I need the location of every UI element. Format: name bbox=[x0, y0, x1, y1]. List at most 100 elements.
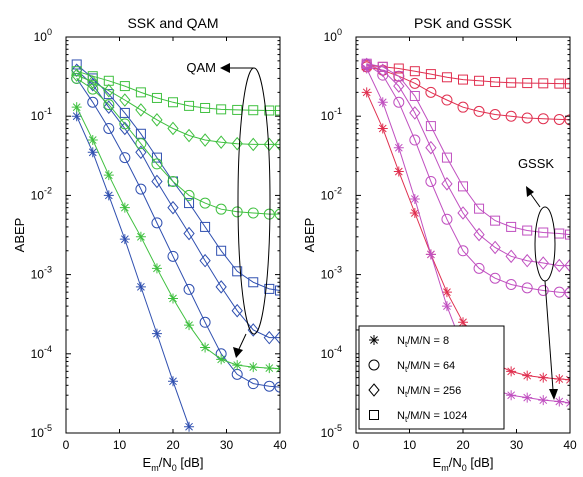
data-point-circle bbox=[71, 72, 83, 84]
data-point-diamond bbox=[119, 121, 131, 136]
series-line bbox=[76, 64, 280, 291]
data-point-diamond bbox=[119, 93, 131, 107]
data-point-circle bbox=[473, 105, 485, 117]
data-point-square bbox=[200, 102, 211, 113]
data-point-circle bbox=[441, 213, 453, 225]
data-point-square bbox=[393, 71, 404, 82]
data-point-star bbox=[135, 281, 146, 292]
data-point-square bbox=[425, 69, 436, 80]
series-line bbox=[366, 64, 570, 85]
x-tick-label: 40 bbox=[273, 438, 287, 452]
data-point-circle bbox=[425, 86, 437, 98]
x-tick-label: 10 bbox=[113, 438, 127, 452]
data-point-square bbox=[458, 181, 468, 192]
data-point-square bbox=[103, 75, 114, 86]
data-point-circle bbox=[103, 99, 115, 111]
series-line bbox=[366, 66, 570, 121]
data-point-square bbox=[119, 81, 130, 92]
legend-marker-star bbox=[369, 335, 379, 345]
data-point-star bbox=[87, 135, 98, 146]
series-line bbox=[76, 77, 280, 215]
data-point-square bbox=[275, 105, 280, 116]
data-point-star bbox=[184, 421, 195, 432]
data-point-square bbox=[409, 90, 420, 101]
data-point-star bbox=[409, 207, 420, 218]
annotation-arrowhead bbox=[549, 389, 558, 400]
data-point-square bbox=[458, 74, 468, 85]
data-point-square bbox=[425, 121, 436, 132]
data-point-diamond bbox=[473, 227, 485, 242]
annotation-arrowhead bbox=[526, 186, 534, 197]
data-point-circle bbox=[537, 284, 549, 296]
data-point-square bbox=[522, 78, 533, 89]
y-tick-label: 10-2 bbox=[321, 185, 342, 202]
data-point-star bbox=[522, 370, 533, 381]
y-tick-label: 100 bbox=[324, 27, 342, 44]
data-point-diamond bbox=[425, 140, 437, 155]
y-tick-label: 10-2 bbox=[31, 185, 52, 202]
x-tick-label: 40 bbox=[563, 438, 577, 452]
data-point-diamond bbox=[489, 240, 501, 255]
data-point-star bbox=[522, 392, 533, 403]
data-point-square bbox=[184, 198, 195, 209]
data-point-star bbox=[425, 249, 436, 260]
data-point-circle bbox=[231, 206, 243, 218]
legend-label: Nt/M/N = 256 bbox=[397, 385, 461, 399]
data-point-star bbox=[71, 111, 82, 122]
data-point-circle bbox=[521, 112, 533, 124]
data-point-square bbox=[441, 152, 452, 163]
legend-marker-diamond bbox=[368, 383, 380, 397]
data-point-square bbox=[232, 266, 243, 277]
data-point-square bbox=[275, 285, 280, 296]
y-tick-label: 10-4 bbox=[31, 344, 52, 361]
data-point-star bbox=[506, 366, 517, 377]
annotation-ellipse bbox=[534, 206, 556, 282]
data-point-star bbox=[200, 342, 211, 353]
data-point-circle bbox=[505, 278, 517, 290]
data-point-diamond bbox=[231, 136, 243, 151]
legend-box bbox=[358, 325, 505, 430]
data-point-star bbox=[151, 263, 162, 274]
data-point-diamond bbox=[87, 75, 99, 89]
y-tick-label: 10-5 bbox=[321, 423, 342, 440]
data-point-star bbox=[103, 190, 114, 201]
data-point-circle bbox=[135, 183, 147, 195]
data-point-diamond bbox=[361, 57, 373, 72]
data-point-circle bbox=[409, 134, 421, 146]
data-point-diamond bbox=[71, 68, 83, 82]
x-axis-label: Em/N0 [dB] bbox=[143, 455, 204, 473]
x-tick-label: 20 bbox=[166, 438, 180, 452]
annotation-arrow bbox=[544, 280, 554, 391]
data-point-square bbox=[393, 63, 404, 74]
data-point-diamond bbox=[183, 128, 195, 143]
data-point-square bbox=[538, 78, 549, 89]
data-point-star bbox=[441, 301, 452, 312]
data-point-square bbox=[377, 61, 388, 72]
series-line bbox=[366, 63, 570, 236]
data-point-circle bbox=[135, 138, 147, 150]
data-point-diamond bbox=[457, 206, 469, 220]
plot-area bbox=[361, 57, 570, 408]
annotation-label-qam: QAM bbox=[186, 60, 216, 75]
legend-label: Nt/M/N = 8 bbox=[397, 335, 449, 349]
data-point-circle bbox=[215, 203, 227, 215]
y-axis-label: ABEP bbox=[12, 218, 27, 253]
y-tick-label: 10-4 bbox=[321, 344, 342, 361]
data-point-diamond bbox=[215, 135, 227, 149]
annotation-ellipse bbox=[237, 67, 271, 335]
data-point-diamond bbox=[135, 103, 147, 117]
data-point-circle bbox=[457, 101, 469, 113]
x-axis-label: Em/N0 [dB] bbox=[433, 455, 494, 473]
data-point-circle bbox=[263, 208, 275, 220]
data-point-square bbox=[554, 78, 565, 89]
data-point-diamond bbox=[505, 249, 517, 264]
data-point-star bbox=[184, 320, 195, 331]
data-point-circle bbox=[505, 110, 517, 122]
data-point-square bbox=[200, 221, 211, 232]
data-point-star bbox=[538, 395, 549, 406]
legend-marker-circle bbox=[368, 359, 380, 371]
data-point-square bbox=[248, 277, 259, 288]
plot-area bbox=[71, 59, 280, 432]
data-point-diamond bbox=[521, 253, 533, 268]
